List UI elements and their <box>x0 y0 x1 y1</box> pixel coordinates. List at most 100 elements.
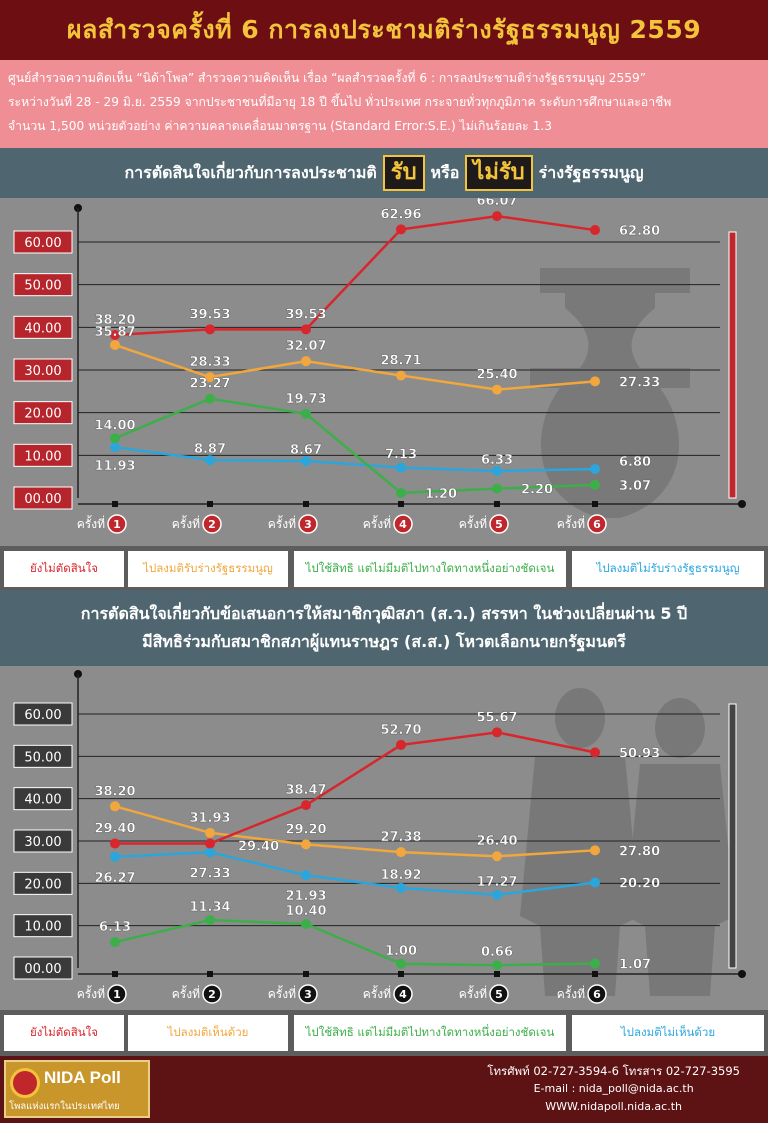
data-point <box>396 847 406 858</box>
y-tick-box <box>13 702 73 726</box>
person-2-body <box>625 764 735 996</box>
chart2: 00.00 10.00 20.00 30.00 40.00 50.00 60.00 ครั้ง… <box>13 670 746 1004</box>
data-label: 6.13 <box>99 920 131 935</box>
x-tick-prefix: ครั้งที่ <box>363 515 391 531</box>
data-label: 62.96 <box>380 207 421 222</box>
x-tick-mark <box>303 501 309 507</box>
series-line <box>115 731 596 845</box>
x-tick-badge <box>489 514 509 534</box>
data-label: 38.20 <box>94 784 135 799</box>
data-point <box>301 456 311 467</box>
data-label: 1.00 <box>385 944 417 959</box>
data-label: 7.13 <box>385 448 417 463</box>
data-label: 6.80 <box>619 455 651 470</box>
chart2-title-line-1: การตัดสินใจเกี่ยวกับข้อเสนอการให้สมาชิกว… <box>80 604 688 623</box>
y-tick-box <box>13 230 73 254</box>
data-point <box>590 877 600 888</box>
data-label: 20.20 <box>619 876 660 891</box>
contact-email[interactable]: E-mail : nida_poll@nida.ac.th <box>533 1082 694 1095</box>
legend-item: ยังไม่ตัดสินใจ <box>4 551 124 587</box>
axis-right-dot <box>738 500 746 508</box>
y-tick-label: 50.00 <box>24 750 61 765</box>
data-label: 25.40 <box>476 368 517 383</box>
x-tick-badge <box>107 514 127 534</box>
y-tick-box <box>13 914 73 938</box>
contact-info: โทรศัพท์ 02-727-3594-6 โทรสาร 02-727-359… <box>487 1062 740 1116</box>
data-point <box>590 376 600 387</box>
data-point <box>492 465 502 476</box>
data-point <box>396 958 406 969</box>
data-label: 3.07 <box>619 479 651 494</box>
data-label: 52.70 <box>380 723 421 738</box>
x-tick-mark <box>592 501 598 507</box>
x-tick-mark <box>592 971 598 977</box>
people-silhouette <box>520 688 735 996</box>
data-label: 55.67 <box>476 710 517 725</box>
data-point <box>110 838 120 849</box>
y-tick-box <box>13 787 73 811</box>
y-tick-box <box>13 401 73 425</box>
x-tick-label: 1 <box>113 988 121 1001</box>
legend-item: ไปลงมติไม่เห็นด้วย <box>572 1015 764 1051</box>
data-point <box>205 324 215 335</box>
data-point <box>590 479 600 490</box>
data-point <box>492 483 502 494</box>
x-tick-mark <box>398 501 404 507</box>
data-point <box>396 882 406 893</box>
y-tick-label: 60.00 <box>24 236 61 251</box>
data-point <box>110 851 120 862</box>
x-tick-prefix: ครั้งที่ <box>459 515 487 531</box>
data-label: 2.20 <box>521 483 553 498</box>
logo-tagline: โพลแห่งแรกในประเทศไทย <box>9 1101 120 1112</box>
legend-item: ไปลงมติไม่รับร่างรัฐธรรมนูญ <box>572 551 764 587</box>
data-point <box>301 839 311 850</box>
data-label: 38.47 <box>285 783 326 798</box>
footer: NIDA Poll โพลแห่งแรกในประเทศไทย โทรศัพท์… <box>0 1056 768 1123</box>
x-tick-prefix: ครั้งที่ <box>172 515 200 531</box>
x-tick-badge <box>489 984 509 1004</box>
y-tick-label: 40.00 <box>24 793 61 808</box>
data-point <box>110 433 120 444</box>
logo-emblem-icon <box>10 1068 40 1098</box>
data-label: 35.87 <box>94 325 135 340</box>
chart1: 00.00 10.00 20.00 30.00 40.00 50.00 60.00 ครั้ง… <box>13 198 746 534</box>
data-point <box>396 462 406 473</box>
data-label: 17.27 <box>476 875 517 890</box>
data-point <box>301 408 311 419</box>
y-tick-label: 40.00 <box>24 321 61 336</box>
data-point <box>110 330 120 341</box>
y-tick-label: 10.00 <box>24 920 61 935</box>
y-tick-label: 00.00 <box>24 492 61 507</box>
y-tick-label: 20.00 <box>24 877 61 892</box>
data-label: 29.40 <box>94 822 135 837</box>
x-tick-mark <box>112 501 118 507</box>
data-point <box>396 739 406 750</box>
x-tick-label: 4 <box>399 518 407 531</box>
data-label: 1.20 <box>425 487 457 502</box>
data-label: 21.93 <box>285 889 326 904</box>
data-label: 38.20 <box>94 313 135 328</box>
series-line <box>114 214 596 337</box>
header-bar: ผลสำรวจครั้งที่ 6 การลงประชามติร่างรัฐธร… <box>0 0 768 60</box>
data-label: 50.93 <box>619 746 660 761</box>
x-tick-mark <box>398 971 404 977</box>
person-2-head <box>655 698 705 758</box>
y-tick-label: 50.00 <box>24 279 61 294</box>
x-tick-prefix: ครั้งที่ <box>77 985 105 1001</box>
contact-website[interactable]: WWW.nidapoll.nida.ac.th <box>545 1100 683 1113</box>
y-tick-label: 30.00 <box>24 364 61 379</box>
y-tick-box <box>13 443 73 467</box>
data-point <box>590 958 600 969</box>
data-label: 6.33 <box>481 453 513 468</box>
data-point <box>205 827 215 838</box>
axis-right-dot <box>738 970 746 978</box>
x-tick-badge <box>202 984 222 1004</box>
x-tick-label: 3 <box>304 988 312 1001</box>
chart2-legend: ยังไม่ตัดสินใจ ไปลงมติเห็นด้วย ไปใช้สิทธิ … <box>0 1010 768 1056</box>
data-point <box>590 845 600 856</box>
data-point <box>110 801 120 812</box>
y-tick-box <box>13 358 73 382</box>
x-tick-badge <box>587 514 607 534</box>
x-tick-badge <box>298 984 318 1004</box>
x-tick-badge <box>587 984 607 1004</box>
